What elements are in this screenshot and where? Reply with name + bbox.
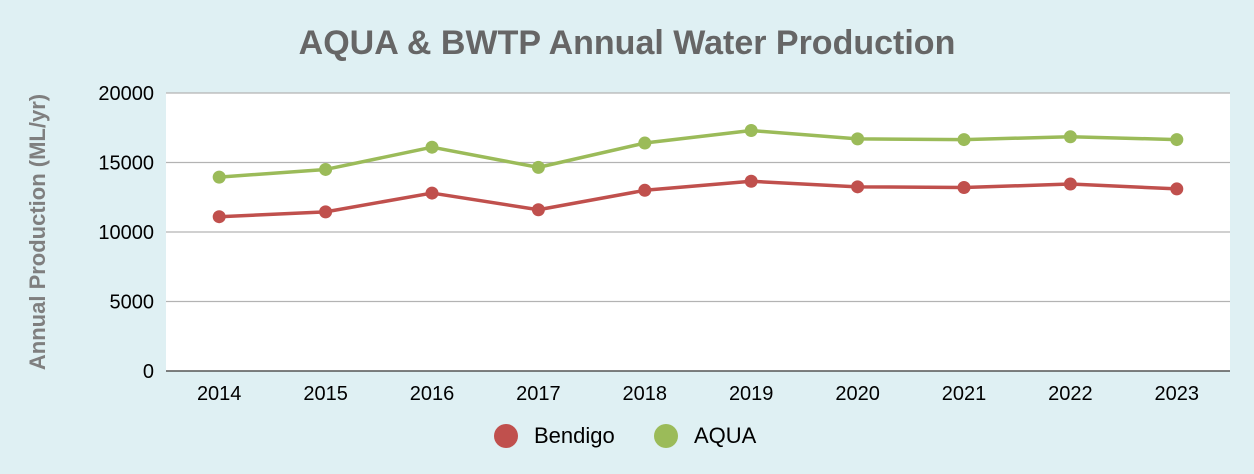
x-tick-label: 2022 — [1048, 383, 1093, 405]
data-point-aqua-2023 — [1170, 133, 1184, 147]
data-point-bendigo-2019 — [744, 174, 758, 188]
data-point-bendigo-2017 — [531, 203, 545, 217]
legend: Bendigo AQUA — [494, 423, 757, 448]
x-tick-label: 2017 — [516, 383, 561, 405]
y-tick-label: 20000 — [98, 83, 154, 105]
data-point-aqua-2021 — [957, 133, 971, 147]
legend-marker — [654, 424, 678, 448]
data-point-bendigo-2018 — [638, 183, 652, 197]
x-axis-ticks: 2014 2015 2016 2017 2018 2019 2020 2021 2022 2023 — [197, 383, 1199, 405]
x-tick-label: 2021 — [942, 383, 987, 405]
legend-label: Bendigo — [534, 423, 615, 448]
data-point-bendigo-2021 — [957, 181, 971, 195]
data-point-aqua-2014 — [212, 170, 226, 184]
series-layer — [212, 124, 1184, 224]
y-tick-label: 10000 — [98, 222, 154, 244]
gridlines — [166, 92, 1230, 372]
data-point-bendigo-2022 — [1063, 177, 1077, 191]
x-tick-label: 2016 — [410, 383, 455, 405]
series-line-aqua — [219, 128, 1177, 179]
data-point-aqua-2019 — [744, 124, 758, 138]
data-point-aqua-2016 — [425, 140, 439, 154]
x-tick-label: 2023 — [1155, 383, 1200, 405]
chart-title: AQUA & BWTP Annual Water Production — [299, 24, 956, 62]
x-tick-label: 2020 — [835, 383, 880, 405]
series-line-bendigo — [219, 179, 1177, 219]
data-point-bendigo-2016 — [425, 186, 439, 200]
y-tick-label: 0 — [143, 361, 154, 383]
x-tick-label: 2015 — [303, 383, 348, 405]
data-point-bendigo-2023 — [1170, 182, 1184, 196]
y-axis-label: Annual Production (ML/yr) — [25, 94, 50, 370]
x-tick-label: 2014 — [197, 383, 242, 405]
legend-label: AQUA — [694, 423, 757, 448]
data-point-bendigo-2014 — [212, 210, 226, 224]
data-point-aqua-2020 — [851, 132, 865, 146]
y-axis-ticks: 0 5000 10000 15000 20000 — [98, 83, 154, 383]
data-point-aqua-2015 — [319, 162, 333, 176]
x-tick-label: 2018 — [623, 383, 668, 405]
data-point-aqua-2017 — [531, 160, 545, 174]
legend-item-bendigo: Bendigo — [494, 423, 615, 448]
legend-marker — [494, 424, 518, 448]
data-point-bendigo-2020 — [851, 180, 865, 194]
y-tick-label: 5000 — [110, 292, 155, 314]
series-bendigo — [212, 174, 1184, 224]
legend-item-aqua: AQUA — [654, 423, 757, 448]
data-point-aqua-2018 — [638, 136, 652, 150]
y-tick-label: 15000 — [98, 153, 154, 175]
series-aqua — [212, 124, 1184, 184]
data-point-aqua-2022 — [1063, 130, 1077, 144]
data-point-bendigo-2015 — [319, 205, 333, 219]
x-tick-label: 2019 — [729, 383, 774, 405]
